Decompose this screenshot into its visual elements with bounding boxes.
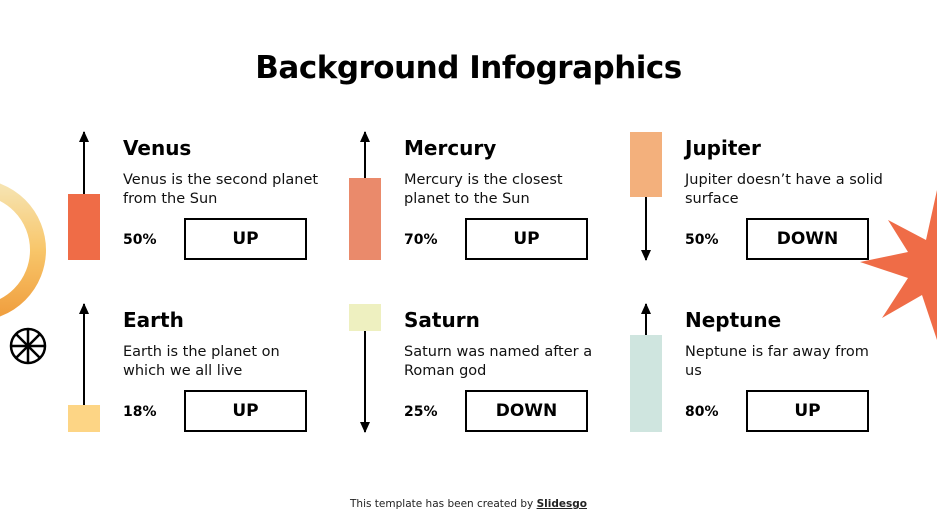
planet-name: Earth (123, 308, 184, 332)
wheel-icon (9, 327, 47, 365)
arrow-up-icon (360, 131, 370, 142)
planet-name: Venus (123, 136, 192, 160)
planet-card-earth: Earth Earth is the planet on which we al… (68, 303, 328, 434)
arrow-stem (83, 304, 85, 405)
value-bar (349, 178, 381, 260)
value-bar (68, 405, 100, 432)
arrow-up-icon (79, 131, 89, 142)
arrow-stem (645, 197, 647, 260)
planet-description: Mercury is the closest planet to the Sun (404, 172, 563, 207)
planet-name: Jupiter (685, 136, 761, 160)
arrow-down-icon (360, 422, 370, 433)
planet-name: Saturn (404, 308, 480, 332)
slidesgo-link[interactable]: Slidesgo (536, 498, 587, 510)
ring-decoration (0, 183, 46, 317)
footer-credit: This template has been created by Slides… (0, 498, 937, 510)
planet-card-saturn: Saturn Saturn was named after a Roman go… (349, 304, 609, 434)
value-bar (68, 194, 100, 260)
direction-button[interactable]: UP (184, 218, 307, 260)
footer-text: This template has been created by (350, 498, 537, 510)
percent-value: 80% (685, 404, 719, 420)
planet-description: Neptune is far away from us (685, 344, 869, 379)
planet-name: Neptune (685, 308, 782, 332)
arrow-down-icon (641, 250, 651, 261)
planet-name: Mercury (404, 136, 497, 160)
planet-description: Earth is the planet on which we all live (123, 344, 280, 379)
arrow-stem (83, 132, 85, 194)
planet-description: Jupiter doesn’t have a solid surface (685, 172, 883, 207)
arrow-stem (364, 132, 366, 178)
planet-card-mercury: Mercury Mercury is the closest planet to… (349, 131, 609, 262)
page-title: Background Infographics (255, 50, 682, 86)
value-bar (630, 132, 662, 197)
planet-description: Saturn was named after a Roman god (404, 344, 593, 379)
direction-button[interactable]: UP (746, 390, 869, 432)
percent-value: 70% (404, 232, 438, 248)
percent-value: 50% (685, 232, 719, 248)
percent-value: 25% (404, 404, 438, 420)
direction-button[interactable]: UP (184, 390, 307, 432)
value-bar (349, 304, 381, 331)
planet-description: Venus is the second planet from the Sun (123, 172, 319, 207)
planet-card-neptune: Neptune Neptune is far away from us 80% … (630, 303, 890, 434)
direction-button[interactable]: UP (465, 218, 588, 260)
star-decoration (860, 190, 937, 340)
direction-button[interactable]: DOWN (465, 390, 588, 432)
arrow-stem (645, 304, 647, 335)
arrow-up-icon (79, 303, 89, 314)
planet-card-venus: Venus Venus is the second planet from th… (68, 131, 328, 262)
arrow-up-icon (641, 303, 651, 314)
percent-value: 50% (123, 232, 157, 248)
value-bar (630, 335, 662, 432)
direction-button[interactable]: DOWN (746, 218, 869, 260)
arrow-stem (364, 331, 366, 432)
percent-value: 18% (123, 404, 157, 420)
planet-card-jupiter: Jupiter Jupiter doesn’t have a solid sur… (630, 132, 890, 262)
